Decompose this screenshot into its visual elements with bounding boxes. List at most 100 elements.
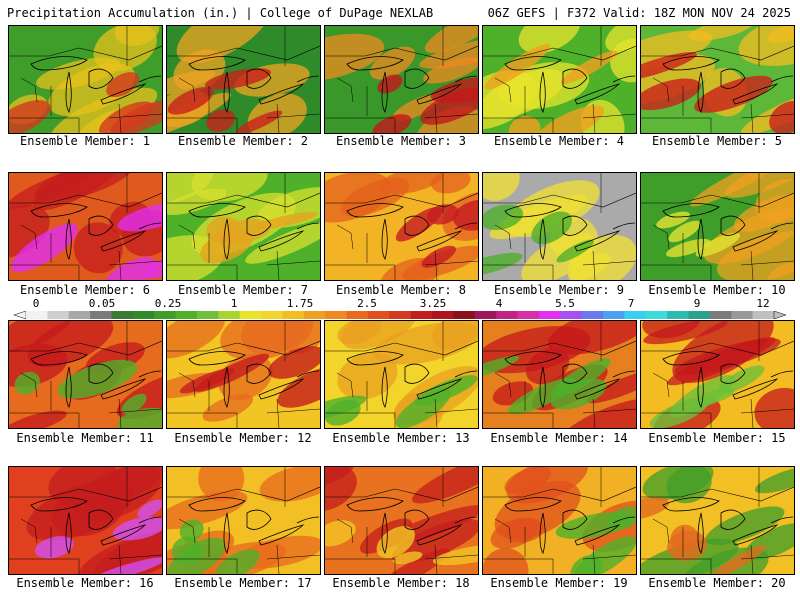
map-panel <box>8 25 163 134</box>
scale-swatch <box>132 311 155 319</box>
precip-map <box>167 26 320 133</box>
scale-right-arrow <box>773 311 786 319</box>
scale-tick-label: 0.25 <box>154 297 182 310</box>
scale-tick-label: 7 <box>627 297 635 310</box>
ensemble-member-label: Ensemble Member: 14 <box>490 431 628 445</box>
ensemble-member-label: Ensemble Member: 18 <box>332 576 470 590</box>
precip-map <box>167 467 320 574</box>
precip-map <box>167 321 320 428</box>
scale-swatch <box>389 311 412 319</box>
precip-map <box>325 321 478 428</box>
map-panel <box>166 320 321 429</box>
scale-swatch <box>496 311 519 319</box>
ensemble-member-label: Ensemble Member: 15 <box>648 431 786 445</box>
map-panel <box>640 25 795 134</box>
scale-swatch <box>624 311 647 319</box>
scale-swatch <box>346 311 369 319</box>
ensemble-member-label: Ensemble Member: 10 <box>648 283 786 297</box>
map-panel <box>8 172 163 281</box>
color-scale-ticks: 0 0.05 0.25 1 1.75 2.5 3.25 4 5.5 7 9 12 <box>0 297 800 310</box>
ensemble-member-label: Ensemble Member: 7 <box>177 283 309 297</box>
precip-map <box>9 26 162 133</box>
model-run-title: 06Z GEFS | F372 Valid: 18Z MON NOV 24 20… <box>487 6 791 20</box>
scale-swatch <box>581 311 604 319</box>
map-panel <box>324 320 479 429</box>
scale-tick-label: 4 <box>495 297 503 310</box>
map-panel <box>482 25 637 134</box>
ensemble-member-label: Ensemble Member: 12 <box>174 431 312 445</box>
scale-swatch <box>154 311 177 319</box>
scale-swatch <box>517 311 540 319</box>
scale-swatch <box>68 311 91 319</box>
ensemble-member-label: Ensemble Member: 17 <box>174 576 312 590</box>
ensemble-member-label: Ensemble Member: 1 <box>19 134 151 148</box>
ensemble-member-label: Ensemble Member: 5 <box>651 134 783 148</box>
scale-tick-label: 0 <box>32 297 40 310</box>
precip-map <box>167 173 320 280</box>
scale-swatch <box>282 311 305 319</box>
scale-swatch <box>603 311 625 319</box>
scale-swatch <box>432 311 454 319</box>
scale-swatch <box>560 311 583 319</box>
map-panel <box>482 172 637 281</box>
scale-tick-label: 1.75 <box>286 297 314 310</box>
ensemble-member-label: Ensemble Member: 9 <box>493 283 625 297</box>
scale-swatch <box>47 311 70 319</box>
scale-swatch <box>26 311 48 319</box>
scale-tick-label: 0.05 <box>88 297 116 310</box>
map-panel <box>324 25 479 134</box>
scale-swatch <box>218 311 241 319</box>
scale-swatch <box>196 311 219 319</box>
scale-swatch <box>645 311 668 319</box>
map-panel <box>640 466 795 575</box>
scale-swatch <box>410 311 433 319</box>
precip-map <box>641 26 794 133</box>
precip-map <box>325 467 478 574</box>
map-panel <box>640 172 795 281</box>
scale-tick-label: 1 <box>230 297 238 310</box>
scale-swatch <box>688 311 711 319</box>
precip-map <box>641 321 794 428</box>
color-scale-bar <box>14 311 786 319</box>
scale-swatch <box>175 311 198 319</box>
precip-map <box>9 173 162 280</box>
scale-tick-label: 3.25 <box>419 297 447 310</box>
precip-map <box>325 173 478 280</box>
precip-map <box>325 26 478 133</box>
map-panel <box>8 320 163 429</box>
scale-swatch <box>667 311 690 319</box>
scale-tick-label: 5.5 <box>555 297 575 310</box>
precip-map <box>483 321 636 428</box>
scale-tick-label: 9 <box>693 297 701 310</box>
precip-map <box>483 173 636 280</box>
ensemble-member-label: Ensemble Member: 6 <box>19 283 151 297</box>
chart-title: Precipitation Accumulation (in.) | Colle… <box>7 6 434 20</box>
scale-swatch <box>731 311 754 319</box>
map-panel <box>166 466 321 575</box>
ensemble-member-label: Ensemble Member: 3 <box>335 134 467 148</box>
precip-map <box>9 467 162 574</box>
map-panel <box>8 466 163 575</box>
scale-swatch <box>303 311 326 319</box>
scale-swatch <box>752 311 775 319</box>
ensemble-member-label: Ensemble Member: 2 <box>177 134 309 148</box>
scale-swatch <box>538 311 561 319</box>
map-panel <box>640 320 795 429</box>
scale-swatch <box>325 311 348 319</box>
scale-swatch <box>239 311 262 319</box>
scale-swatch <box>474 311 497 319</box>
map-panel <box>482 466 637 575</box>
precip-map <box>9 321 162 428</box>
ensemble-member-label: Ensemble Member: 11 <box>16 431 154 445</box>
ensemble-member-label: Ensemble Member: 20 <box>648 576 786 590</box>
map-panel <box>166 172 321 281</box>
ensemble-member-label: Ensemble Member: 13 <box>332 431 470 445</box>
map-panel <box>324 466 479 575</box>
precip-map <box>483 26 636 133</box>
scale-swatch <box>90 311 112 319</box>
map-panel <box>324 172 479 281</box>
scale-left-arrow <box>14 311 27 319</box>
ensemble-member-label: Ensemble Member: 16 <box>16 576 154 590</box>
scale-swatch <box>453 311 476 319</box>
scale-tick-label: 2.5 <box>357 297 377 310</box>
